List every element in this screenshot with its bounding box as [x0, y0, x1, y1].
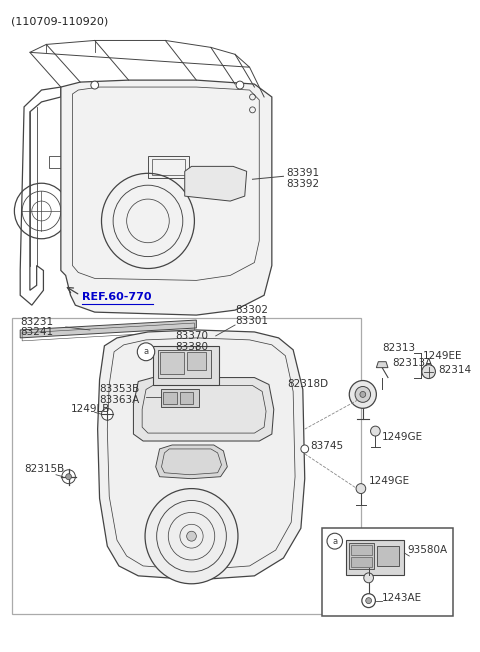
- Text: REF.60-770: REF.60-770: [82, 292, 152, 303]
- Circle shape: [364, 573, 373, 583]
- Circle shape: [187, 531, 196, 541]
- Circle shape: [422, 364, 435, 379]
- Circle shape: [101, 408, 113, 420]
- Circle shape: [137, 343, 155, 361]
- Bar: [187, 352, 206, 370]
- Text: 83363A: 83363A: [99, 395, 140, 406]
- Circle shape: [301, 445, 309, 453]
- Text: 1243AE: 1243AE: [382, 593, 422, 602]
- Polygon shape: [133, 378, 274, 441]
- Circle shape: [356, 484, 366, 494]
- Circle shape: [349, 381, 376, 408]
- Polygon shape: [20, 320, 196, 338]
- Bar: [164, 393, 177, 404]
- Text: 1249LB: 1249LB: [71, 404, 110, 414]
- Text: 83392: 83392: [287, 179, 320, 189]
- Polygon shape: [97, 330, 305, 580]
- Circle shape: [362, 594, 375, 608]
- Text: a: a: [144, 348, 149, 356]
- Text: 93580A: 93580A: [408, 545, 447, 555]
- Bar: [347, 540, 405, 575]
- Bar: [351, 557, 372, 567]
- Bar: [153, 346, 218, 385]
- Text: 82313: 82313: [382, 343, 415, 353]
- Bar: [148, 156, 189, 178]
- Bar: [351, 545, 372, 555]
- Text: 83353B: 83353B: [99, 385, 140, 394]
- Circle shape: [145, 488, 238, 584]
- Text: 83380: 83380: [175, 342, 208, 352]
- Text: (110709-110920): (110709-110920): [11, 17, 108, 27]
- Text: 83231: 83231: [20, 317, 53, 327]
- Text: 82318D: 82318D: [287, 379, 328, 389]
- Circle shape: [66, 474, 72, 480]
- Bar: [152, 160, 185, 175]
- Text: 1249GE: 1249GE: [369, 476, 410, 486]
- Text: 82313A: 82313A: [392, 358, 432, 368]
- Text: 1249EE: 1249EE: [423, 351, 462, 361]
- Polygon shape: [376, 362, 388, 368]
- Text: 83370: 83370: [175, 331, 208, 341]
- Circle shape: [62, 469, 75, 484]
- Polygon shape: [185, 166, 247, 201]
- Bar: [160, 389, 199, 408]
- Polygon shape: [61, 80, 272, 315]
- Bar: [12, 318, 361, 614]
- Circle shape: [91, 81, 98, 89]
- Bar: [322, 528, 453, 615]
- Text: a: a: [332, 537, 337, 546]
- Text: 82314: 82314: [438, 364, 471, 375]
- Bar: [49, 156, 67, 168]
- Circle shape: [236, 81, 244, 89]
- Bar: [349, 543, 374, 569]
- Bar: [159, 352, 184, 374]
- Text: 83745: 83745: [311, 441, 344, 451]
- Text: 83241: 83241: [20, 327, 53, 337]
- Bar: [157, 349, 211, 378]
- Text: 83301: 83301: [235, 316, 268, 326]
- Circle shape: [327, 533, 343, 549]
- Bar: [377, 546, 398, 566]
- Circle shape: [360, 391, 366, 397]
- Text: 83391: 83391: [287, 168, 320, 178]
- Text: 83302: 83302: [235, 305, 268, 315]
- Polygon shape: [156, 445, 228, 479]
- Text: 1249GE: 1249GE: [382, 432, 423, 442]
- Text: 82315B: 82315B: [24, 464, 64, 474]
- Circle shape: [366, 598, 372, 604]
- Circle shape: [355, 387, 371, 402]
- Circle shape: [371, 426, 380, 436]
- Bar: [180, 393, 193, 404]
